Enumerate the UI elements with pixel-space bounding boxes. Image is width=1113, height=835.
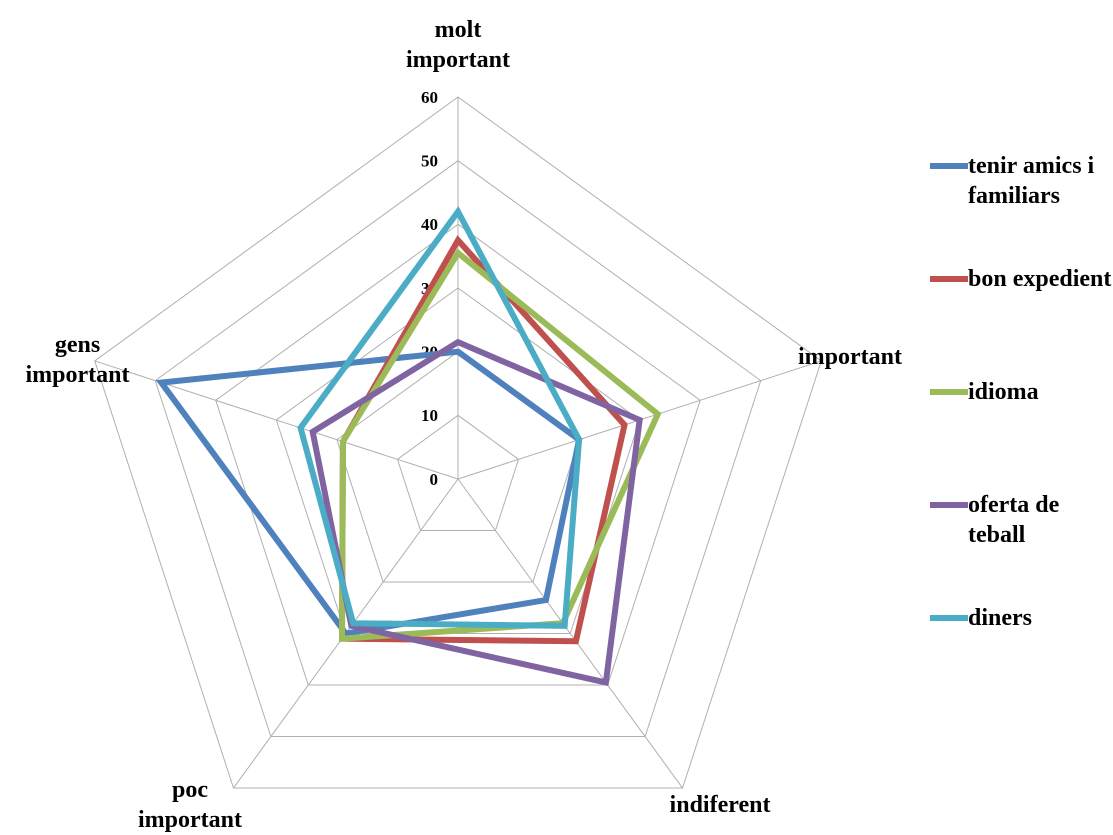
spoke	[457, 478, 683, 789]
legend-label: diners	[968, 605, 1033, 631]
series-line	[309, 338, 643, 687]
tick-label: 0	[430, 470, 439, 489]
category-label: poc important	[138, 777, 242, 833]
category-label: gens important	[25, 332, 130, 388]
series-line	[155, 348, 583, 637]
grid-ring	[396, 414, 520, 532]
legend-label: bon expedient	[968, 266, 1112, 292]
legend-label: idioma	[968, 379, 1039, 405]
category-label: important	[798, 344, 902, 370]
series-line	[338, 248, 662, 642]
grid-ring	[94, 96, 822, 789]
category-label: indiferent	[669, 792, 771, 818]
legend-label: oferta de teball	[968, 492, 1060, 548]
grid-ring	[154, 160, 762, 738]
series-line	[297, 205, 583, 629]
tick-label: 40	[421, 215, 438, 234]
tick-label: 60	[421, 88, 438, 107]
tick-label: 10	[421, 406, 438, 425]
legend-label: tenir amics i familiars	[968, 153, 1095, 209]
category-label: molt important	[406, 17, 510, 73]
tick-label: 50	[421, 152, 438, 171]
spoke	[94, 360, 459, 480]
